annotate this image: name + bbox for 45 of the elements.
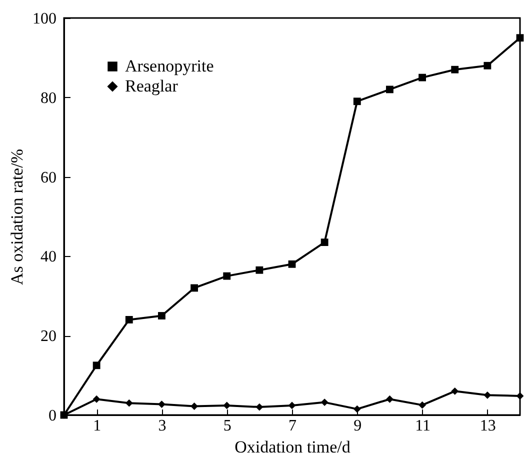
point bbox=[418, 74, 426, 82]
point bbox=[256, 266, 264, 274]
legend-label: Arsenopyrite bbox=[125, 56, 214, 76]
point bbox=[158, 312, 166, 320]
point bbox=[288, 260, 296, 268]
y-tick-label: 0 bbox=[48, 408, 56, 424]
x-tick-label: 7 bbox=[288, 418, 296, 434]
x-axis-title: Oxidation time/d bbox=[234, 438, 351, 456]
point bbox=[484, 62, 492, 70]
point bbox=[386, 395, 394, 403]
x-tick-label: 1 bbox=[93, 418, 102, 434]
point bbox=[223, 272, 231, 280]
point bbox=[92, 395, 100, 403]
point bbox=[190, 284, 198, 292]
y-tick-label: 20 bbox=[40, 328, 56, 346]
x-tick-label: 9 bbox=[354, 418, 362, 434]
point bbox=[125, 399, 133, 407]
y-tick-label: 80 bbox=[40, 90, 56, 107]
x-tick-label: 11 bbox=[415, 418, 430, 434]
y-tick-label: 100 bbox=[32, 10, 56, 28]
y-tick-label: 40 bbox=[40, 248, 56, 266]
point bbox=[223, 402, 231, 410]
point bbox=[256, 403, 264, 411]
x-tick-label: 3 bbox=[158, 418, 166, 434]
point bbox=[92, 362, 100, 370]
point bbox=[125, 316, 133, 324]
x-tick-label: 13 bbox=[480, 418, 496, 434]
point bbox=[190, 402, 198, 410]
point bbox=[320, 398, 328, 406]
point bbox=[516, 34, 524, 42]
point bbox=[353, 405, 361, 413]
point bbox=[516, 392, 524, 400]
point bbox=[320, 238, 328, 246]
x-tick-label: 5 bbox=[223, 418, 232, 434]
point bbox=[158, 400, 166, 408]
point bbox=[288, 402, 296, 410]
point bbox=[353, 98, 361, 106]
y-axis-title: As oxidation rate/% bbox=[8, 149, 26, 285]
point bbox=[451, 66, 459, 74]
point bbox=[386, 86, 394, 94]
legend-label: Reaglar bbox=[125, 76, 178, 96]
point bbox=[418, 401, 426, 409]
y-tick-label: 60 bbox=[40, 169, 56, 186]
point bbox=[451, 387, 459, 395]
point bbox=[484, 391, 492, 399]
